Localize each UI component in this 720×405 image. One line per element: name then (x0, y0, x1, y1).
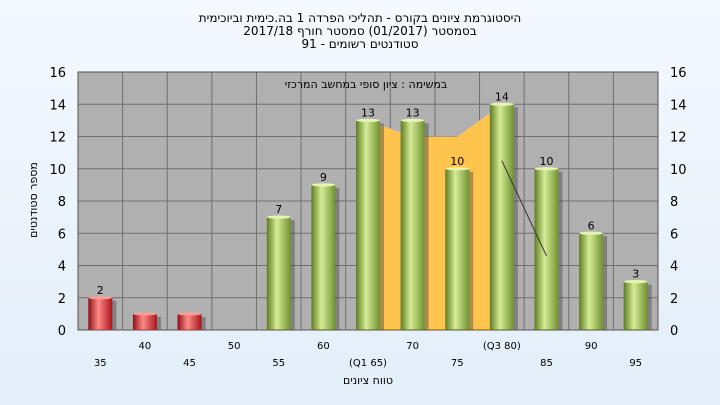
y-tick-left-16: 16 (49, 66, 66, 81)
y-tick-left-12: 12 (49, 131, 66, 146)
trend-segment (501, 160, 547, 257)
y-tick-left-14: 14 (49, 98, 66, 113)
bar-95 (623, 281, 648, 330)
y-tick-right-2: 2 (670, 292, 678, 307)
title-line-3: סטודנטים רשומים - 91 (301, 37, 418, 51)
x-axis-label: טווח ציונים (343, 374, 393, 387)
plot-border (77, 71, 659, 331)
y-tick-left-2: 2 (58, 292, 66, 307)
bar-35 (88, 297, 113, 330)
bar-top-75 (445, 167, 470, 171)
x-axis-ticks: 35 40 45 50 55 60 (Q1 65) 70 75 (Q3 80) 85 90 95 (94, 341, 642, 369)
y-tick-right-10: 10 (670, 163, 687, 178)
y-tick-left-8: 8 (58, 195, 66, 210)
data-label-80: 14 (495, 90, 509, 103)
data-label-90: 6 (588, 219, 595, 232)
interquartile-band (368, 104, 502, 330)
y-tick-left-6: 6 (58, 227, 66, 242)
bar-top-65 (356, 118, 380, 122)
y-axis-left-ticks: 0 2 4 6 8 10 12 14 16 (49, 66, 66, 339)
bar-top-55 (266, 215, 291, 219)
bar-top-80 (489, 102, 514, 106)
y-tick-right-14: 14 (670, 98, 687, 113)
y-axis-right-ticks: 0 2 4 6 8 10 12 14 16 (670, 66, 687, 339)
x-tick-45: 45 (183, 358, 196, 369)
trend-line (501, 160, 547, 257)
y-tick-left-4: 4 (58, 260, 66, 275)
bar-top-40 (132, 312, 157, 316)
bar-40 (132, 313, 157, 330)
bar-top-90 (579, 231, 604, 235)
x-tick-80: (Q3 80) (483, 341, 521, 352)
chart-title: היסטוגרמת ציונים בקורס - תהליכי הפרדה 1 … (199, 11, 521, 51)
data-label-95: 3 (632, 268, 639, 281)
x-tick-75: 75 (451, 358, 464, 369)
bar-75 (445, 168, 470, 330)
bar-value-labels: 2 7 9 13 13 10 14 10 6 3 (97, 90, 639, 297)
x-tick-85: 85 (540, 358, 553, 369)
chart-annotation: במשימה : ציון סופי במחשב המרכזי (285, 78, 448, 91)
y-tick-right-0: 0 (670, 324, 678, 339)
bar-90 (579, 233, 604, 330)
title-line-2: בסמסטר (01/2017) סמסטר חורף 2017/18 (243, 24, 476, 38)
bar-top-85 (534, 167, 559, 171)
x-tick-70: 70 (406, 341, 419, 352)
bars (88, 102, 652, 330)
bar-65 (356, 120, 380, 330)
y-tick-left-10: 10 (49, 163, 66, 178)
y-tick-right-16: 16 (670, 66, 687, 81)
bar-45 (177, 313, 202, 330)
data-label-75: 10 (450, 155, 464, 168)
bar-55 (266, 217, 291, 330)
y-tick-right-8: 8 (670, 195, 678, 210)
bar-85 (534, 168, 559, 330)
bar-top-70 (400, 118, 425, 122)
x-tick-35: 35 (94, 358, 107, 369)
x-tick-65: (Q1 65) (349, 358, 387, 369)
bar-top-95 (623, 280, 648, 284)
x-tick-60: 60 (317, 341, 330, 352)
bar-80 (489, 104, 514, 330)
y-tick-right-4: 4 (670, 260, 678, 275)
bar-top-35 (88, 296, 113, 300)
bar-top-60 (311, 183, 336, 187)
data-label-70: 13 (406, 106, 420, 119)
x-tick-50: 50 (228, 341, 241, 352)
data-label-65: 13 (361, 106, 375, 119)
data-label-60: 9 (320, 171, 327, 184)
y-tick-right-6: 6 (670, 227, 678, 242)
bar-70 (400, 120, 425, 330)
title-line-1: היסטוגרמת ציונים בקורס - תהליכי הפרדה 1 … (199, 11, 521, 25)
bar-top-45 (177, 312, 202, 316)
y-tick-left-0: 0 (58, 324, 66, 339)
x-tick-40: 40 (139, 341, 152, 352)
data-label-35: 2 (97, 284, 104, 297)
y-tick-right-12: 12 (670, 131, 687, 146)
data-label-55: 7 (275, 203, 282, 216)
band-area (368, 104, 502, 330)
data-label-85: 10 (539, 155, 553, 168)
x-tick-90: 90 (585, 341, 598, 352)
x-tick-95: 95 (629, 358, 642, 369)
y-axis-label: מספר סטודנטים (27, 162, 40, 238)
bar-60 (311, 184, 336, 330)
x-tick-55: 55 (272, 358, 285, 369)
